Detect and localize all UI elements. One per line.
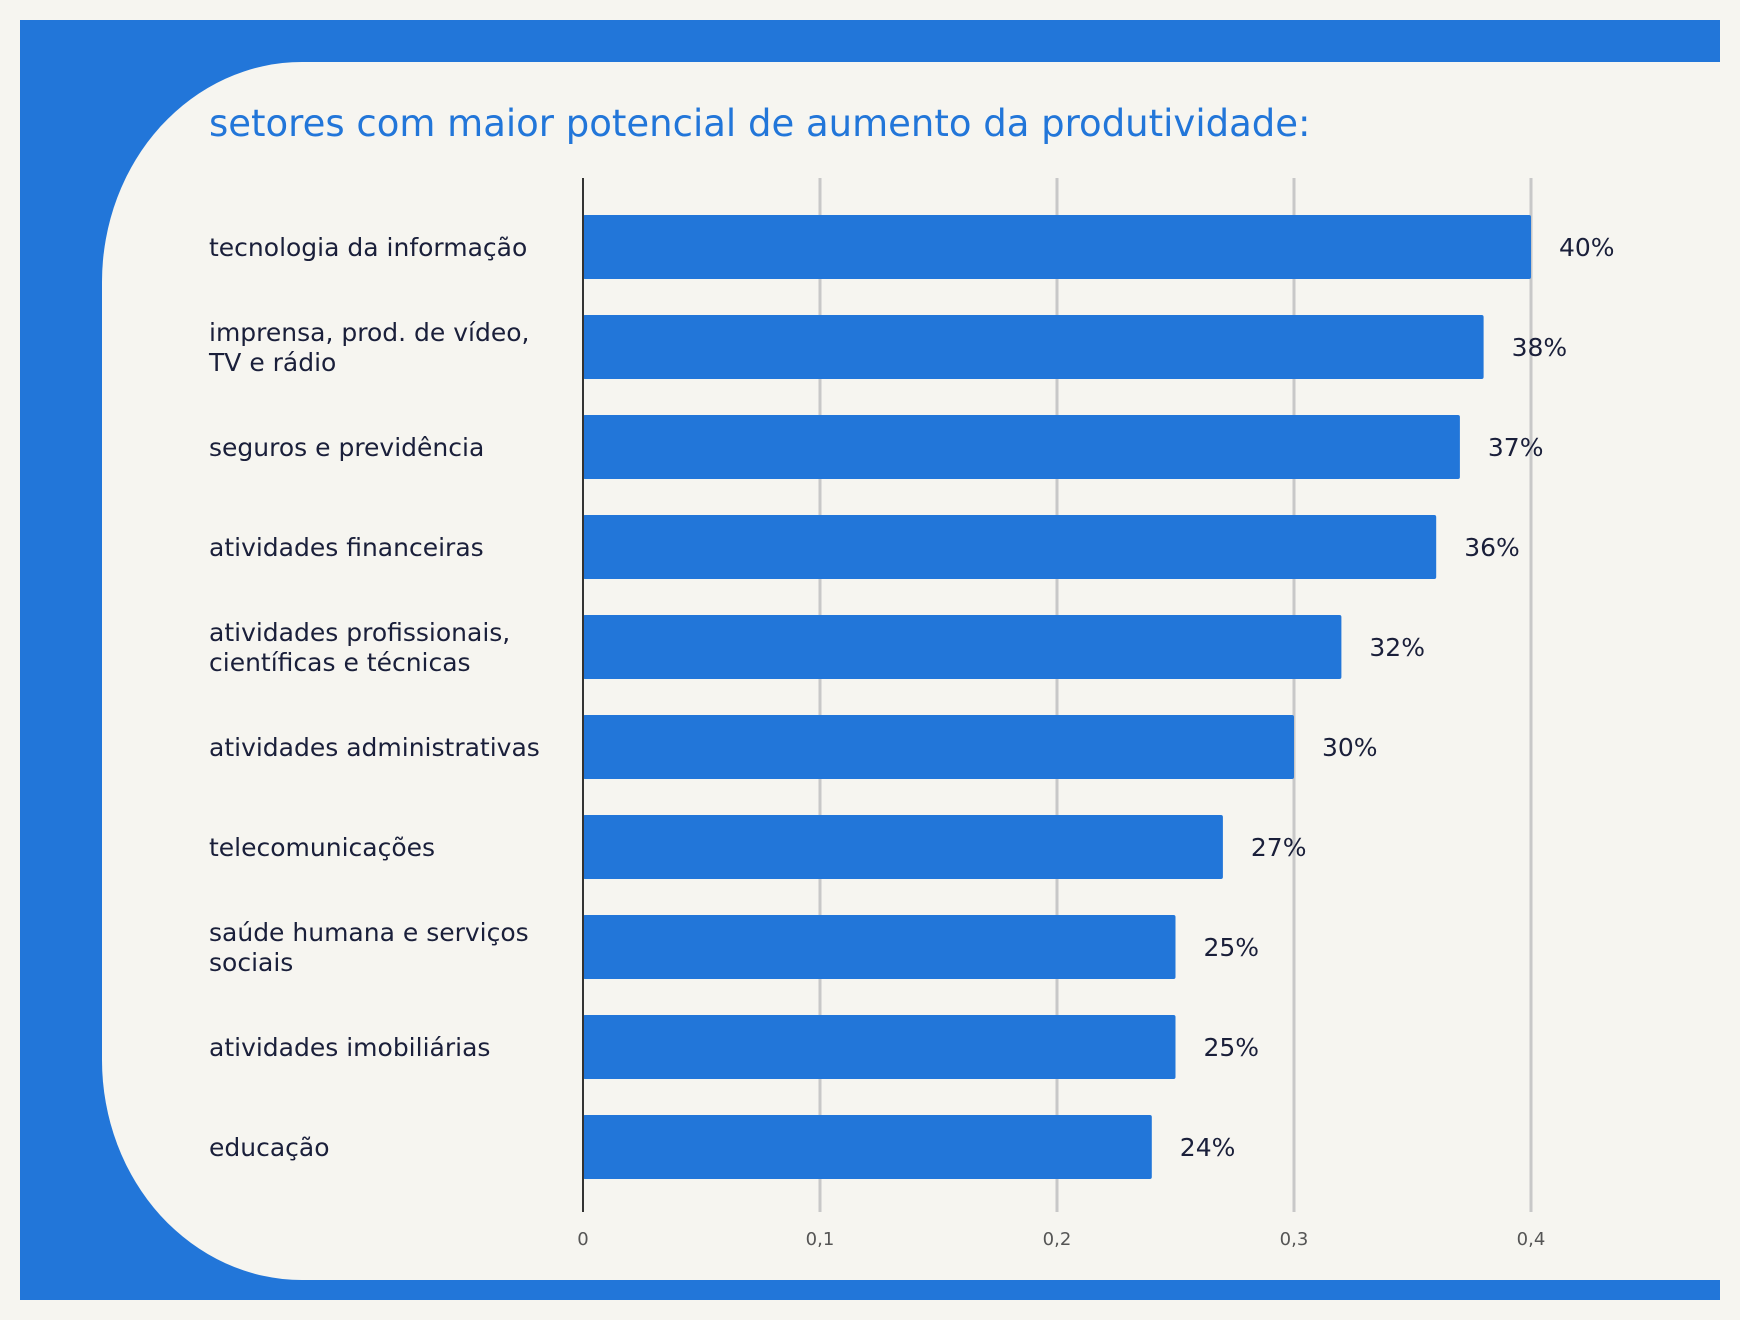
category-label: seguros e previdência: [209, 433, 484, 462]
category-label: telecomunicações: [209, 833, 435, 862]
data-label: 40%: [1559, 233, 1615, 262]
category-label: saúde humana e serviços sociais: [209, 918, 529, 977]
category-label: atividades financeiras: [209, 533, 484, 562]
data-label: 36%: [1464, 533, 1520, 562]
data-label: 25%: [1204, 933, 1260, 962]
data-label: 32%: [1369, 633, 1425, 662]
data-label: 24%: [1180, 1133, 1236, 1162]
bar: [583, 915, 1176, 979]
category-label: atividades administrativas: [209, 733, 540, 762]
category-label: atividades imobiliárias: [209, 1033, 490, 1062]
x-tick-label: 0,3: [1280, 1229, 1309, 1250]
bar: [583, 1115, 1152, 1179]
bar: [583, 215, 1531, 279]
bar: [583, 715, 1294, 779]
x-tick-label: 0,1: [806, 1229, 835, 1250]
bar: [583, 615, 1342, 679]
data-label: 25%: [1204, 1033, 1260, 1062]
data-label: 37%: [1488, 433, 1544, 462]
bar: [583, 815, 1223, 879]
data-label: 38%: [1512, 333, 1568, 362]
x-tick-label: 0,2: [1043, 1229, 1072, 1250]
category-label: atividades profissionais, científicas e t…: [209, 618, 510, 677]
bar: [583, 315, 1484, 379]
x-tick-label: 0,4: [1517, 1229, 1546, 1250]
data-label: 27%: [1251, 833, 1307, 862]
category-label: tecnologia da informação: [209, 233, 527, 262]
category-label: educação: [209, 1133, 330, 1162]
bar: [583, 515, 1437, 579]
category-label: imprensa, prod. de vídeo, TV e rádio: [208, 318, 529, 377]
bar: [583, 415, 1460, 479]
data-label: 30%: [1322, 733, 1378, 762]
chart-title: setores com maior potencial de aumento d…: [209, 102, 1311, 145]
bar: [583, 1015, 1176, 1079]
x-tick-label: 0: [577, 1229, 588, 1250]
